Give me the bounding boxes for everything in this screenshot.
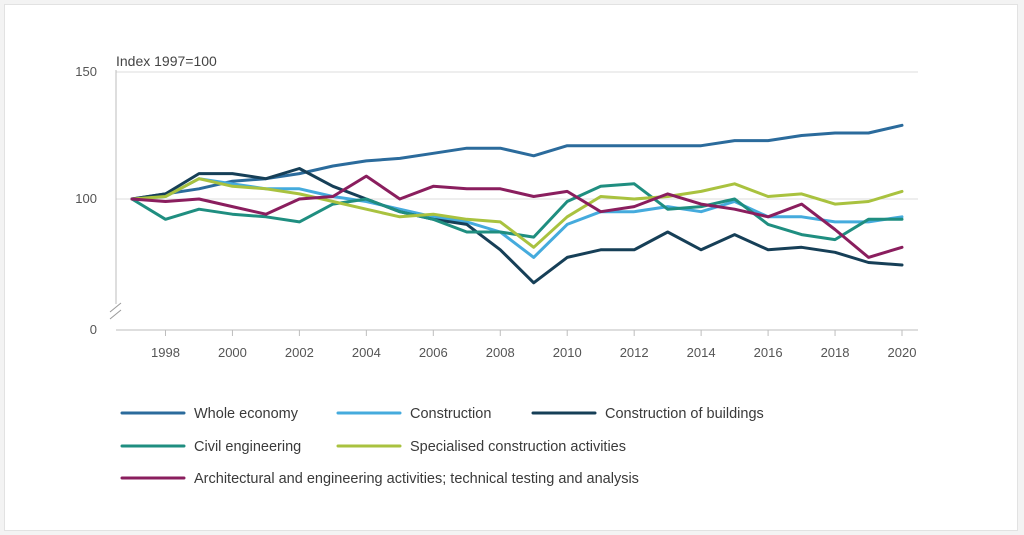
y-tick-label-150: 150 [75,64,97,79]
x-tick-label-2008: 2008 [486,345,515,360]
legend-label: Whole economy [194,406,299,422]
series-line-5 [130,177,904,249]
x-tick-label-2000: 2000 [218,345,247,360]
gridlines [116,71,918,200]
x-tick-labels: 1998 2000 2002 2004 2006 2008 2010 2012 2014 2016… [151,330,916,360]
x-tick-label-2004: 2004 [352,345,381,360]
legend-label: Architectural and engineering activities… [194,471,639,487]
x-tick-label-2012: 2012 [620,345,649,360]
legend-item-5: Specialised construction activities [336,439,626,455]
legend-item-1: Whole economy [120,406,299,422]
legend-item-2: Construction [336,406,491,422]
y-tick-label-0: 0 [90,322,97,337]
legend-label: Construction [410,406,491,422]
x-tick-label-1998: 1998 [151,345,180,360]
x-tick-label-2002: 2002 [285,345,314,360]
series-line-2 [130,177,904,259]
axes: Index 1997=100 [109,53,918,331]
chart-card [4,4,1018,531]
x-tick-label-2020: 2020 [888,345,917,360]
legend: Whole economy Construction Construction of… [120,406,764,487]
series-line-3 [130,167,904,285]
x-tick-label-2016: 2016 [754,345,783,360]
legend-label: Construction of buildings [605,406,764,422]
x-tick-label-2010: 2010 [553,345,582,360]
x-tick-label-2018: 2018 [821,345,850,360]
legend-item-6: Architectural and engineering activities… [120,471,639,487]
y-axis-break-mark [109,302,122,320]
y-tick-label-100: 100 [75,191,97,206]
legend-item-4: Civil engineering [120,439,301,455]
x-tick-label-2014: 2014 [687,345,716,360]
series-line-6 [130,174,904,259]
legend-label: Civil engineering [194,439,301,455]
series-lines [130,123,904,285]
y-tick-labels: 0 100 150 [75,64,97,337]
x-tick-label-2006: 2006 [419,345,448,360]
y-axis-unit-label: Index 1997=100 [116,53,217,69]
legend-item-3: Construction of buildings [531,406,764,422]
legend-label: Specialised construction activities [410,439,626,455]
